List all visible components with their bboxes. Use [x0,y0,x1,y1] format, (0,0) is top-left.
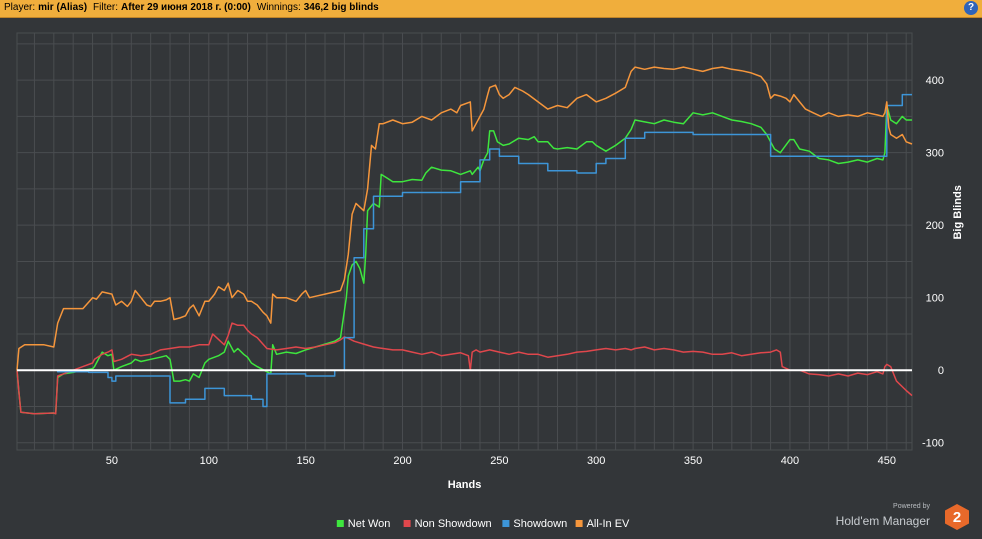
legend-swatch [336,520,344,527]
hm2-logo-icon: 2 [945,504,969,530]
y-axis-label: Big Blinds [952,185,964,239]
graph-chart: 50 100 150 200 250 300 350 400 450 -100 0 100 200 30… [16,32,964,530]
header-info: Player: mir (Alias) Filter: After 29 июня 2… [4,2,385,13]
winnings-label: Winnings: [256,2,301,13]
y-tick-label: -100 [922,438,944,450]
player-label: Player: [4,2,36,13]
legend-label: Showdown [513,518,567,530]
product-name: Hold'em Manager [835,514,930,528]
y-tick-label: 100 [926,293,944,305]
version-badge-text: 2 [953,509,961,526]
grid [16,32,913,451]
y-tick-label: 400 [926,75,944,87]
series-line-non-showdown [16,322,913,415]
filter-value: After 29 июня 2018 г. (0:00) [121,2,251,13]
y-axis-ticks: -100 0 100 200 300 400 [922,75,944,450]
x-axis-label: Hands [448,479,482,491]
legend-label: Net Won [348,518,391,530]
x-tick-label: 450 [878,455,896,467]
filter-header-bar: Player: mir (Alias) Filter: After 29 июня 2… [0,0,982,18]
question-icon[interactable]: ? [964,1,978,15]
series-line-showdown [17,93,912,408]
x-tick-label: 100 [200,455,218,467]
powered-by-text: Powered by [893,503,930,510]
series-line-all-in-ev [16,66,913,371]
legend-swatch [575,520,583,527]
x-tick-label: 300 [587,455,605,467]
legend-label: Non Showdown [415,518,492,530]
series-lines [16,66,913,415]
legend-swatch [403,520,411,527]
x-tick-label: 150 [296,455,314,467]
x-tick-label: 50 [106,455,118,467]
branding: Powered by Hold'em Manager 2 [820,503,970,535]
x-tick-label: 200 [393,455,411,467]
x-tick-label: 250 [490,455,508,467]
legend-swatch [502,520,510,527]
y-tick-label: 200 [926,220,944,232]
plot-border [16,32,913,451]
y-tick-label: 0 [938,365,944,377]
winnings-value: 346,2 big blinds [303,2,379,13]
x-tick-label: 400 [781,455,799,467]
filter-label: Filter: [93,2,119,13]
series-line-net-won [16,104,912,415]
player-value: mir (Alias) [38,2,88,13]
legend-label: All-In EV [587,518,630,530]
x-tick-label: 350 [684,455,702,467]
y-tick-label: 300 [926,148,944,160]
x-axis-ticks: 50 100 150 200 250 300 350 400 450 [106,455,896,467]
legend: Net Won Non Showdown Showdown All-In EV [336,518,630,530]
